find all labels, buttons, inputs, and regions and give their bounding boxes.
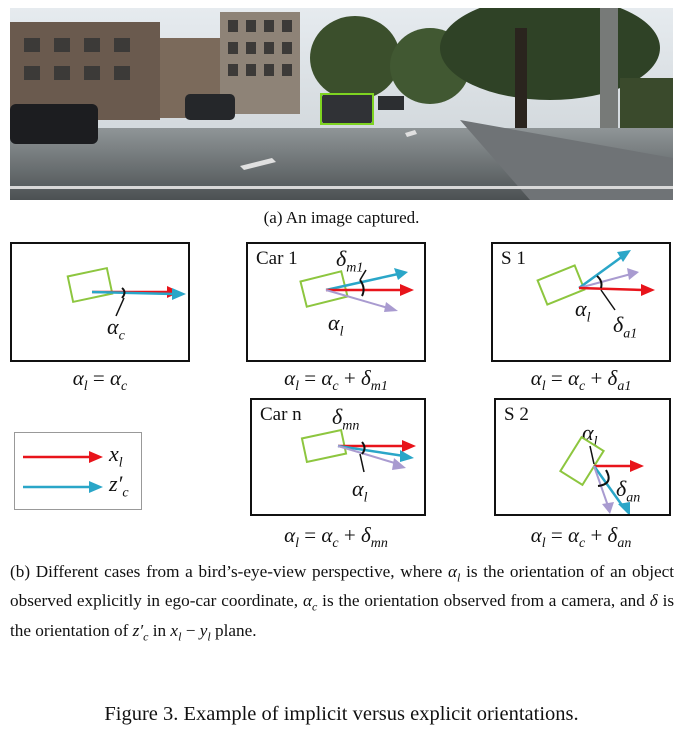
alpha-c-label: αc xyxy=(107,314,125,344)
alpha-l-label-s2: αl xyxy=(582,420,598,450)
delta-mn-label: δmn xyxy=(332,404,360,434)
legend-box: xl z′c xyxy=(14,432,142,510)
panel-car-1: Car 1 δm1 αl xyxy=(246,242,426,362)
legend-xl: xl xyxy=(109,441,123,471)
alpha-l-label-s1: αl xyxy=(575,296,591,326)
delta-an-label: δan xyxy=(616,476,641,506)
panel-label-s1: S 1 xyxy=(501,248,526,269)
alpha-l-label-carn: αl xyxy=(352,476,368,506)
panel-s2: S 2 αl δan xyxy=(494,398,671,516)
panel-s1: S 1 αl δa1 xyxy=(491,242,671,362)
formula-panel4: αl = αc + δmn xyxy=(284,523,388,552)
delta-a1-label: δa1 xyxy=(613,312,638,342)
panel-camera: αc xyxy=(10,242,190,362)
panel-label-s2: S 2 xyxy=(504,404,529,425)
subfigure-b-caption: (b) Different cases from a bird’s-eye-vi… xyxy=(10,562,675,644)
panel-car-n: Car n δmn αl xyxy=(250,398,426,516)
formula-panel1: αl = αc xyxy=(72,366,128,395)
panel-label-carn: Car n xyxy=(260,404,302,425)
figure-caption: Figure 3. Example of implicit versus exp… xyxy=(104,703,579,725)
street-photo xyxy=(10,0,673,200)
delta-m1-label: δm1 xyxy=(336,246,364,276)
formula-panel5: αl = αc + δan xyxy=(530,523,632,552)
legend-zc: z′c xyxy=(109,471,129,501)
photo-caption: (a) An image captured. xyxy=(263,208,420,227)
formula-panel3: αl = αc + δa1 xyxy=(530,366,632,395)
panel-label-car1: Car 1 xyxy=(256,248,298,269)
formula-panel2: αl = αc + δm1 xyxy=(284,366,388,395)
alpha-l-label-car1: αl xyxy=(328,310,344,340)
